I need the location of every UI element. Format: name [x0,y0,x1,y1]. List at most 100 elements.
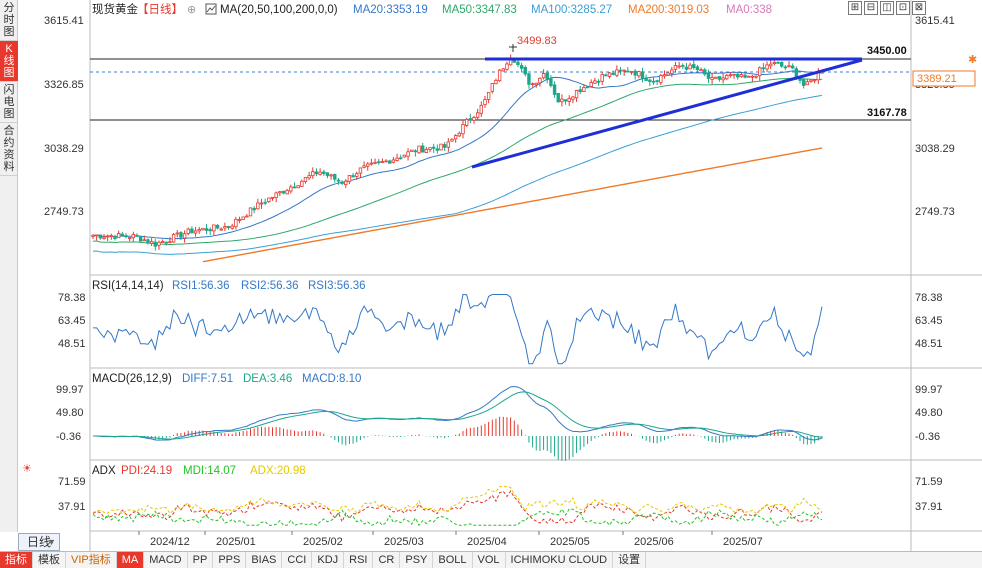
candle-body [450,138,454,142]
toolbar-icon-3[interactable]: ⊡ [896,1,910,15]
candle-body [329,174,333,177]
candle-body [530,83,535,86]
indicator-tab-2[interactable]: VIP指标 [66,552,117,568]
candle-body [589,82,593,87]
axis-tick-right: 37.91 [915,501,943,513]
candle-body [153,241,157,247]
candle-body [281,190,286,194]
period-selector[interactable]: 日线 ▼ [18,533,60,551]
adx-title: ADX [92,465,116,477]
indicator-tab-bar: 指标 模板 VIP指标 MA MACD PP PPS BIAS CCI KDJ RSI CR PSY BO… [0,551,982,568]
axis-tick-left: 48.51 [58,338,86,350]
candle-body [801,79,806,86]
macd-dea-line [92,391,823,440]
candle-body [644,77,648,81]
indicator-tab-16[interactable]: 设置 [613,552,647,568]
chart-canvas[interactable]: 现货黄金 【日线】 ⊕ MA(20,50,100,200,0,0) MA20:3… [0,0,982,551]
indicator-tab-8[interactable]: CCI [282,552,313,568]
indicator-tab-7[interactable]: BIAS [246,552,283,568]
candle-body [809,79,813,82]
candle-body [245,215,249,218]
candle-body [127,237,132,239]
candle-body [739,74,744,78]
indicator-tab-11[interactable]: CR [373,552,401,568]
macd-value: MACD:8.10 [302,373,361,385]
candle-body [571,96,575,100]
candle-body [333,174,337,180]
ma20-line [92,70,823,240]
candle-body [193,230,198,234]
indicator-tab-3[interactable]: MA [116,552,145,568]
candle-body [274,192,278,199]
adx-panel: ☀ ADX PDI:24.19 MDI:14.07 ADX:20.98 71.5… [22,463,943,527]
price-levels: 3450.00 3167.78 3389.21 ✱ [90,45,977,121]
candle-body [373,161,377,164]
candle-body [699,69,703,72]
candle-body [538,77,542,84]
indicator-tab-6[interactable]: PPS [213,552,247,568]
time-axis: 2024/12 2025/01 2025/02 2025/03 2025/04 2025/… [138,531,763,548]
candle-body [563,99,568,102]
axis-tick-left: 99.97 [56,384,84,396]
candle-body [600,74,604,82]
indicator-tab-5[interactable]: PP [188,552,214,568]
candle-body [736,73,740,78]
candle-body [98,234,103,239]
candle-body [336,179,341,182]
candle-body [91,234,95,237]
candle-body [417,145,421,154]
candle-body [362,165,366,168]
candle-body [497,69,502,82]
chart-toolbar: ⊞ ⊟ ◫ ⊡ ⊠ [848,1,926,15]
indicator-tab-15[interactable]: ICHIMOKU CLOUD [506,552,614,568]
price-marker-icon: ✱ [968,54,977,66]
ma-toggle-icon [205,3,217,15]
candle-body [501,68,505,72]
indicator-tab-0[interactable]: 指标 [0,552,33,568]
axis-tick-right: 49.80 [915,407,943,419]
candle-body [677,65,681,68]
candle-body [388,160,392,164]
symbol-name: 现货黄金 [92,2,138,16]
indicator-tab-13[interactable]: BOLL [433,552,473,568]
toolbar-icon-1[interactable]: ⊟ [864,1,878,15]
indicator-tab-10[interactable]: RSI [344,552,374,568]
candle-body [483,99,487,106]
candle-body [380,161,385,163]
side-tab-3[interactable]: 合约资料 [0,123,18,176]
indicator-tab-9[interactable]: KDJ [312,552,345,568]
ma200-value: MA200:3019.03 [628,4,709,16]
candle-body [648,79,652,82]
indicator-tab-4[interactable]: MACD [144,552,188,568]
candle-body [182,233,187,239]
diff-value: DIFF:7.51 [182,373,233,385]
candle-body [490,83,495,92]
candle-body [776,61,780,64]
candle-body [659,75,663,83]
toolbar-icon-4[interactable]: ⊠ [912,1,926,15]
toolbar-icon-0[interactable]: ⊞ [848,1,862,15]
indicator-tab-12[interactable]: PSY [400,552,434,568]
candle-body [366,163,370,167]
candle-body [303,177,308,183]
candle-body [164,241,168,244]
toolbar-icon-2[interactable]: ◫ [880,1,894,15]
candle-body [761,67,766,70]
axis-tick-right: 3615.41 [915,15,955,27]
ma100-value: MA100:3285.27 [531,4,612,16]
candle-body [402,154,407,158]
candle-body [252,207,256,211]
candle-body [593,80,597,84]
side-tab-2[interactable]: 闪电图 [0,82,18,123]
indicator-tab-14[interactable]: VOL [473,552,506,568]
candle-body [226,226,231,228]
time-label: 2025/06 [634,536,674,548]
indicator-tab-1[interactable]: 模板 [33,552,66,568]
side-tab-0[interactable]: 分时图 [0,0,18,41]
candle-body [406,151,410,157]
candle-body [611,73,615,76]
candle-body [754,75,758,78]
candle-body [230,225,234,229]
